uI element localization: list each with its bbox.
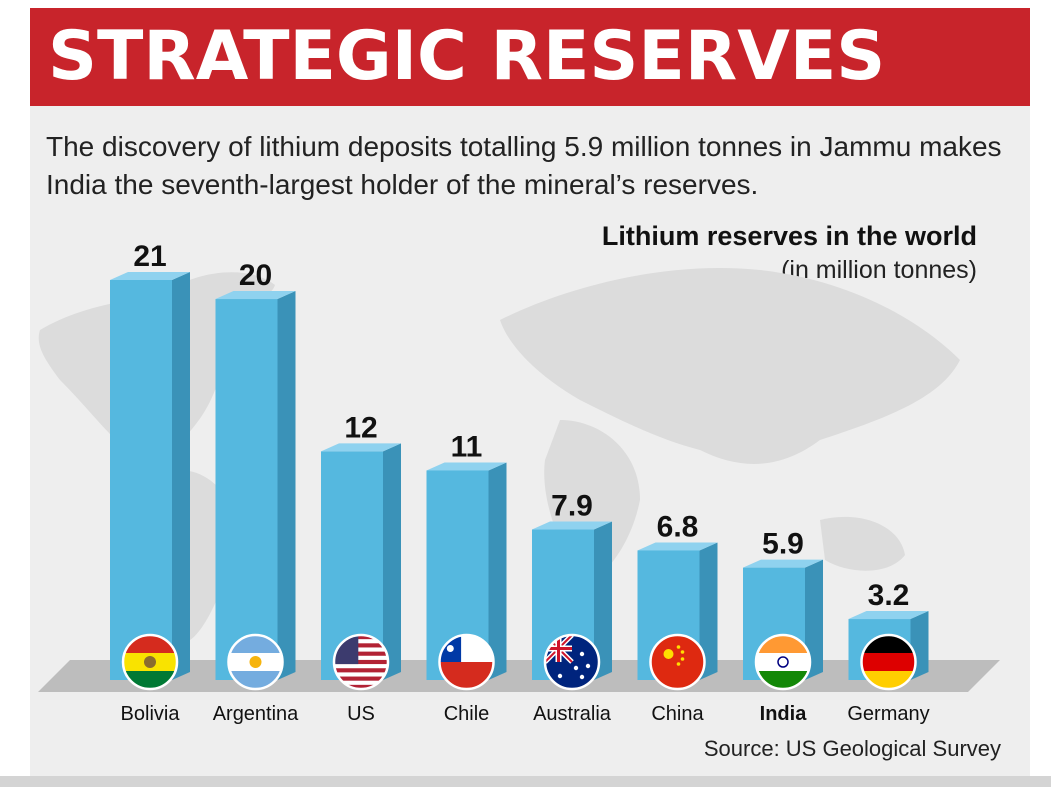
bar-top-chile	[426, 462, 507, 471]
chile-flag-icon	[438, 633, 495, 691]
bottom-strip	[0, 776, 1051, 787]
argentina-flag-icon	[227, 633, 284, 691]
value-label-bolivia: 21	[133, 240, 166, 273]
bar-front-argentina	[215, 299, 278, 680]
chart-title: Lithium reserves in the world	[601, 221, 977, 251]
bar-top-bolivia	[110, 272, 190, 280]
australia-flag-icon	[543, 633, 601, 691]
value-label-china: 6.8	[657, 510, 699, 543]
bar-side-chile	[488, 462, 507, 680]
bar-side-australia	[594, 521, 612, 680]
category-label-china: China	[651, 703, 704, 725]
chart-unit-label: (in million tonnes)	[781, 256, 977, 284]
bar-side-china	[699, 542, 718, 680]
bar-top-australia	[532, 521, 612, 530]
bar-china: 6.8 China	[637, 510, 718, 725]
value-label-india: 5.9	[762, 528, 804, 561]
bar-argentina: 20 Argentina	[213, 259, 299, 725]
bar-germany: 3.2 Germany	[847, 579, 929, 725]
category-label-india: India	[760, 703, 808, 725]
bar-us: 12 US	[321, 411, 401, 725]
bar-top-china	[637, 542, 718, 551]
page-title: STRATEGIC RESERVES	[48, 17, 886, 96]
source-note: Source: US Geological Survey	[703, 736, 1001, 761]
bar-side-argentina	[277, 291, 296, 680]
bar-top-argentina	[215, 291, 296, 300]
india-flag-icon	[754, 633, 812, 691]
value-label-chile: 11	[451, 430, 483, 463]
value-label-germany: 3.2	[868, 579, 910, 612]
bolivia-flag-icon	[121, 633, 179, 691]
category-label-chile: Chile	[444, 703, 490, 725]
germany-flag-icon	[860, 633, 917, 691]
value-label-australia: 7.9	[551, 490, 593, 523]
bar-top-us	[321, 443, 401, 452]
value-label-us: 12	[344, 411, 377, 444]
value-label-argentina: 20	[239, 259, 272, 292]
bar-chile: 11 Chile	[426, 430, 507, 725]
intro-text: The discovery of lithium deposits totall…	[46, 131, 1002, 200]
bar-side-us	[383, 443, 401, 680]
us-flag-icon	[332, 633, 390, 691]
category-label-germany: Germany	[847, 703, 929, 725]
category-label-bolivia: Bolivia	[121, 703, 181, 725]
bar-front-bolivia	[110, 280, 172, 680]
bar-side-bolivia	[172, 272, 190, 680]
category-label-us: US	[347, 703, 375, 725]
header-banner: STRATEGIC RESERVES	[30, 8, 1030, 106]
bar-top-india	[743, 559, 823, 568]
bar-top-germany	[848, 611, 929, 620]
category-label-argentina: Argentina	[213, 703, 299, 725]
category-label-australia: Australia	[533, 703, 612, 725]
bar-side-india	[805, 559, 823, 680]
bar-india: 5.9 India	[743, 528, 823, 725]
china-flag-icon	[649, 633, 706, 691]
bar-australia: 7.9 Australia	[532, 490, 612, 725]
bar-bolivia: 21 Bolivia	[110, 240, 190, 725]
